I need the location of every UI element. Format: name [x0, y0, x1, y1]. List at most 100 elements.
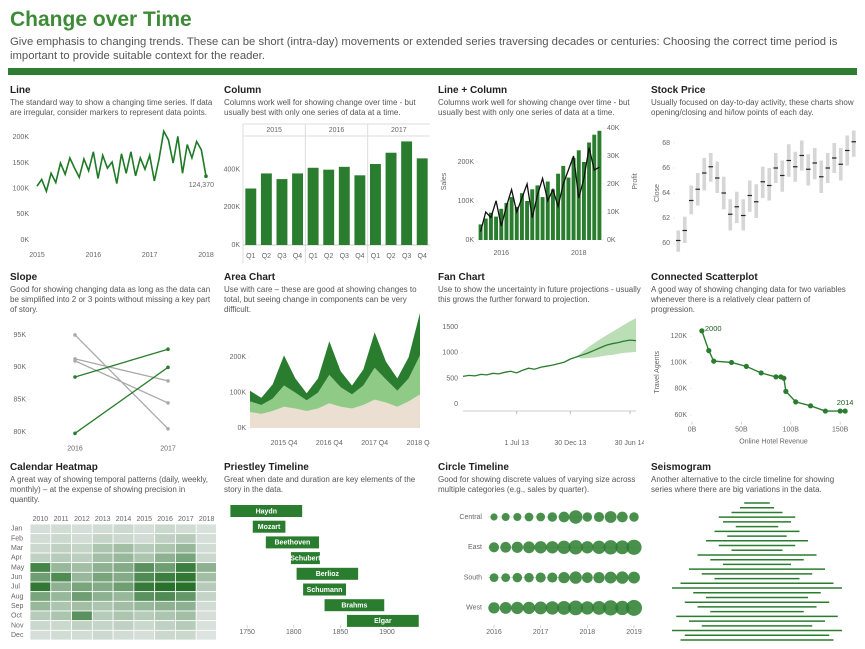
heat-cell — [50, 581, 72, 593]
hi-lo-bar — [806, 154, 811, 186]
heat-cell — [112, 629, 135, 641]
panel-title: Circle Timeline — [438, 462, 509, 473]
column-label: 2010 — [33, 516, 49, 523]
heat-cell — [29, 533, 52, 544]
heat-cell — [133, 552, 156, 564]
heat-cell — [91, 562, 114, 573]
heat-cell — [195, 629, 216, 641]
bar — [571, 158, 576, 240]
bar — [385, 152, 397, 245]
y-tick-label: 1000 — [442, 350, 458, 357]
heat-cell — [112, 542, 135, 554]
x-tick-label: 2017 — [533, 629, 549, 636]
heat-cell — [133, 629, 156, 641]
heat-cell — [133, 610, 156, 622]
y-tick-label: 50K — [17, 211, 30, 218]
heat-cell — [175, 581, 197, 593]
heat-cell — [112, 533, 135, 544]
x-tick-label: 2016 — [67, 445, 83, 452]
y-tick-label: 150K — [13, 160, 30, 167]
x-tick-label: 2018 — [580, 629, 596, 636]
panel-title: Line — [10, 85, 31, 96]
heat-cell — [133, 533, 156, 544]
heat-cell — [91, 591, 114, 602]
x-tick-label: 2018 — [198, 252, 214, 259]
bubble — [581, 541, 594, 554]
x-tick-label: 1800 — [286, 629, 302, 636]
point — [73, 375, 77, 379]
heat-cell — [154, 523, 176, 535]
y-tick-label: 40K — [607, 125, 620, 132]
bar — [535, 185, 540, 240]
chart-panel: 0K 100K 200K 2015 Q4 2016 Q4 2017 Q4 2018 Q4 Ar… — [222, 272, 430, 457]
x-tick-label: 1750 — [239, 629, 255, 636]
heat-cell — [50, 552, 72, 564]
heat-cell — [154, 620, 176, 631]
y-tick-label: 120K — [671, 333, 688, 340]
y-tick-label: 0K — [20, 237, 29, 244]
point — [807, 403, 814, 409]
heat-cell — [154, 571, 176, 583]
bubble — [524, 572, 534, 583]
heat-cell — [112, 552, 135, 564]
bar — [370, 164, 381, 245]
heat-cell — [50, 542, 72, 554]
slope-line — [74, 358, 169, 382]
y-tick-label: 90K — [14, 364, 27, 371]
chart-panel: 1750 1800 1850 1900 Haydn Mozart Beethoven Schu… — [222, 462, 430, 647]
point — [166, 347, 170, 352]
header-rule — [8, 68, 857, 75]
y-tick-label: 80K — [14, 429, 27, 436]
heat-cell — [133, 571, 156, 583]
heat-cell — [133, 523, 156, 535]
area — [250, 394, 420, 428]
heat-cell — [112, 571, 135, 583]
heat-cell — [175, 620, 197, 631]
heat-cell — [112, 523, 135, 535]
group-label: 2017 — [391, 127, 407, 134]
x-tick-label: Q2 — [324, 253, 333, 260]
point — [711, 358, 717, 364]
bar — [519, 193, 524, 240]
axis-title: Travel Agents — [654, 351, 661, 394]
page-title: Change over Time — [10, 8, 192, 31]
bar — [561, 165, 566, 240]
x-tick-label: 2016 — [493, 250, 509, 257]
bubble — [501, 573, 511, 582]
bar-label: Mozart — [258, 524, 281, 531]
hi-lo-bar — [767, 168, 772, 201]
panel-title: Connected Scatterplot — [651, 272, 758, 283]
heat-cell — [29, 610, 52, 622]
row-label: Jan — [11, 526, 22, 533]
row-label: Jun — [11, 574, 22, 581]
chart-panel: 0K 50K 100K 150K 200K 2015 2016 2017 2018 124,370… — [8, 85, 216, 270]
panel-description: Usually focused on day-to-day activity, … — [651, 98, 854, 117]
heat-cell — [133, 562, 156, 573]
column-label: 2015 — [136, 516, 152, 523]
hi-lo-bar — [702, 158, 707, 191]
chart: 0K 100K 200K 0K 10K 20K 30K 40K Sales Profit 2016 2… — [441, 125, 639, 257]
heat-cell — [50, 610, 72, 622]
life-bar — [230, 505, 303, 517]
y-tick-label: 200K — [230, 354, 247, 361]
x-tick-label: 2017 — [142, 252, 158, 259]
bar — [488, 212, 493, 240]
bar — [581, 162, 586, 240]
heat-cell — [91, 620, 114, 631]
hi-lo-bar — [851, 130, 856, 157]
chart-panel: 60K 80K 100K 120K 0B 50B 100B 150B Online Hotel … — [649, 272, 857, 457]
heat-cell — [71, 610, 93, 622]
x-tick-label: Q2 — [386, 253, 395, 260]
bar — [478, 224, 483, 240]
panel-description: Columns work well for showing change ove… — [224, 98, 416, 117]
bar — [323, 169, 335, 245]
heat-cell — [175, 600, 197, 612]
life-bar — [291, 552, 320, 565]
row-label: Central — [459, 514, 482, 521]
bubble — [536, 512, 546, 522]
point — [166, 379, 170, 383]
life-bar — [324, 599, 385, 612]
point — [743, 363, 749, 369]
row-label: Sep — [11, 603, 24, 610]
panel-description: Use to show the uncertainty in future pr… — [438, 285, 641, 304]
